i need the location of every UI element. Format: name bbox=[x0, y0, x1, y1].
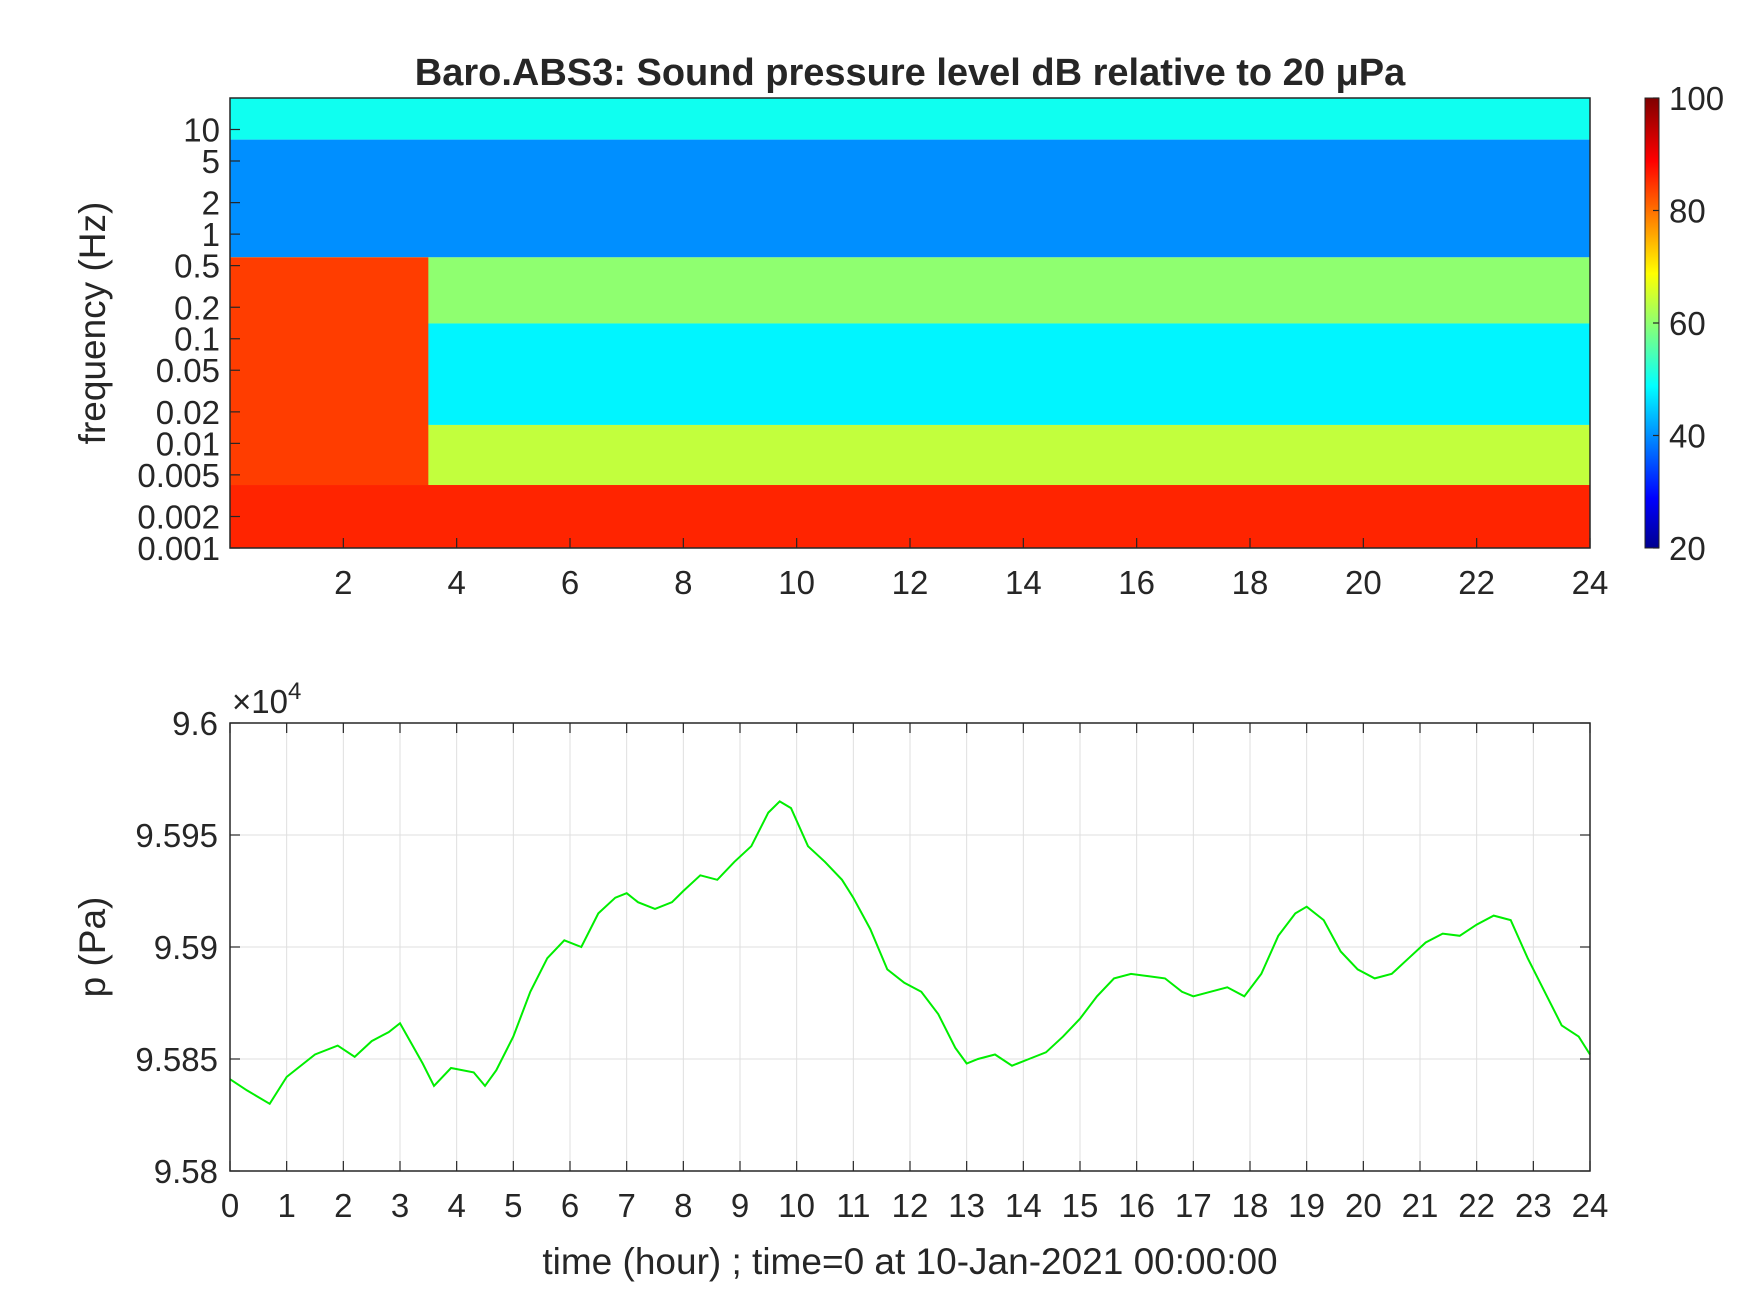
pressure-series-line bbox=[229, 800, 1591, 1106]
y-exponent-label: ×104 bbox=[232, 678, 301, 720]
x-tick-label: 14 bbox=[1005, 1187, 1042, 1224]
spectrogram-x-tick-label: 16 bbox=[1118, 564, 1155, 601]
x-tick-label: 7 bbox=[617, 1187, 635, 1224]
spectrogram-x-tick-label: 18 bbox=[1232, 564, 1269, 601]
spectrogram-title: Baro.ABS3: Sound pressure level dB relat… bbox=[415, 52, 1406, 94]
x-tick-label: 21 bbox=[1402, 1187, 1439, 1224]
spectrogram bbox=[230, 98, 1590, 548]
x-tick-label: 12 bbox=[892, 1187, 929, 1224]
x-tick-label: 6 bbox=[561, 1187, 579, 1224]
freq-tick-label: 0.001 bbox=[137, 530, 220, 567]
spectrogram-band-2 bbox=[230, 257, 1590, 324]
spectrogram-y-label: frequency (Hz) bbox=[72, 202, 113, 445]
colorbar-ticks: 20 40 60 80 100 bbox=[1653, 80, 1724, 567]
x-tick-label: 17 bbox=[1175, 1187, 1212, 1224]
pressure-y-ticks: 9.58 9.585 9.59 9.595 9.6 bbox=[135, 705, 1590, 1190]
x-tick-label: 22 bbox=[1458, 1187, 1495, 1224]
freq-tick-label: 0.05 bbox=[156, 352, 220, 389]
spectrogram-event-0 bbox=[230, 257, 429, 486]
x-tick-label: 13 bbox=[948, 1187, 985, 1224]
spectrogram-x-tick-label: 2 bbox=[334, 564, 352, 601]
x-tick-label: 9 bbox=[731, 1187, 749, 1224]
spectrogram-x-tick-label: 6 bbox=[561, 564, 579, 601]
y-tick-label: 9.58 bbox=[154, 1153, 218, 1190]
spectrogram-band-4 bbox=[230, 424, 1590, 486]
freq-tick-label: 0.01 bbox=[156, 425, 220, 462]
spectrogram-x-tick-label: 12 bbox=[892, 564, 929, 601]
x-tick-label: 18 bbox=[1232, 1187, 1269, 1224]
pressure-x-label: time (hour) ; time=0 at 10-Jan-2021 00:0… bbox=[542, 1241, 1277, 1282]
freq-tick-label: 1 bbox=[202, 216, 220, 253]
pressure-y-label: p (Pa) bbox=[72, 897, 113, 998]
freq-tick-label: 0.02 bbox=[156, 394, 220, 431]
spectrogram-x-tick-label: 14 bbox=[1005, 564, 1042, 601]
spectrogram-band-0 bbox=[230, 98, 1590, 140]
x-tick-label: 15 bbox=[1062, 1187, 1099, 1224]
y-tick-label: 9.595 bbox=[135, 817, 218, 854]
colorbar-tick-label: 20 bbox=[1669, 530, 1706, 567]
x-tick-label: 10 bbox=[778, 1187, 815, 1224]
colorbar-tick-label: 60 bbox=[1669, 305, 1706, 342]
freq-tick-label: 2 bbox=[202, 185, 220, 222]
colorbar-tick-label: 80 bbox=[1669, 193, 1706, 230]
x-tick-label: 16 bbox=[1118, 1187, 1155, 1224]
freq-tick-label: 0.005 bbox=[137, 457, 220, 494]
spectrogram-x-tick-label: 4 bbox=[447, 564, 465, 601]
x-tick-label: 1 bbox=[277, 1187, 295, 1224]
x-tick-label: 23 bbox=[1515, 1187, 1552, 1224]
x-tick-label: 3 bbox=[391, 1187, 409, 1224]
freq-tick-label: 0.002 bbox=[137, 499, 220, 536]
x-tick-label: 24 bbox=[1572, 1187, 1609, 1224]
spectrogram-x-tick-label: 20 bbox=[1345, 564, 1382, 601]
x-tick-label: 5 bbox=[504, 1187, 522, 1224]
x-tick-label: 19 bbox=[1288, 1187, 1325, 1224]
spectrogram-x-tick-label: 24 bbox=[1572, 564, 1609, 601]
colorbar-tick-label: 100 bbox=[1669, 80, 1724, 117]
y-exponent-power: 4 bbox=[288, 678, 301, 705]
x-tick-label: 2 bbox=[334, 1187, 352, 1224]
x-tick-label: 11 bbox=[836, 1187, 870, 1224]
pressure-x-ticks: 0 1 2 3 4 5 6 7 8 9 10 11 12 13 14 15 16 17 18 19 20 21 22 23 24 bbox=[221, 723, 1609, 1224]
freq-tick-label: 10 bbox=[183, 111, 220, 148]
freq-tick-label: 5 bbox=[202, 143, 220, 180]
x-tick-label: 4 bbox=[447, 1187, 465, 1224]
spectrogram-x-tick-label: 10 bbox=[778, 564, 815, 601]
spectrogram-x-ticks: 2 4 6 8 10 12 14 16 18 20 22 24 bbox=[334, 538, 1608, 601]
x-tick-label: 20 bbox=[1345, 1187, 1382, 1224]
y-tick-label: 9.585 bbox=[135, 1041, 218, 1078]
colorbar-tick-label: 40 bbox=[1669, 418, 1706, 455]
x-tick-label: 0 bbox=[221, 1187, 239, 1224]
spectrogram-x-tick-label: 22 bbox=[1458, 564, 1495, 601]
spectrogram-x-tick-label: 8 bbox=[674, 564, 692, 601]
spectrogram-band-1 bbox=[230, 139, 1590, 258]
freq-tick-label: 0.1 bbox=[174, 321, 220, 358]
y-tick-label: 9.6 bbox=[172, 705, 218, 742]
spectrogram-band-3 bbox=[230, 323, 1590, 425]
spectrogram-band-5 bbox=[230, 485, 1590, 548]
freq-tick-label: 0.2 bbox=[174, 289, 220, 326]
freq-tick-label: 0.5 bbox=[174, 248, 220, 285]
y-exponent-base: ×10 bbox=[232, 683, 288, 720]
y-tick-label: 9.59 bbox=[154, 929, 218, 966]
x-tick-label: 8 bbox=[674, 1187, 692, 1224]
